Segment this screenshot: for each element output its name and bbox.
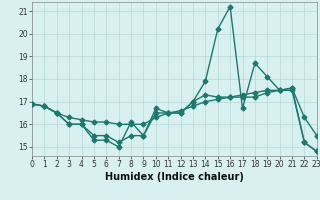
X-axis label: Humidex (Indice chaleur): Humidex (Indice chaleur): [105, 172, 244, 182]
